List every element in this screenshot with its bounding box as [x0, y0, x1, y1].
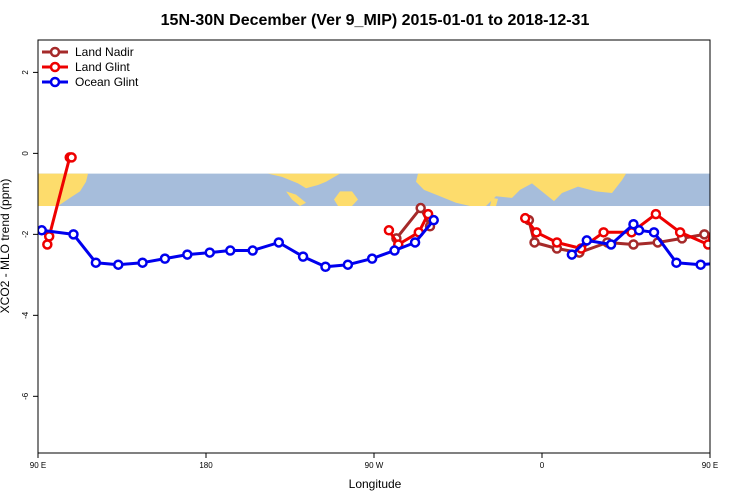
series-layer	[38, 152, 749, 272]
x-tick-label: 90 E	[30, 461, 46, 470]
legend-swatch-marker	[49, 61, 61, 73]
x-tick-label: 0	[540, 461, 545, 470]
y-axis: 2 0 -2 -4 -6	[21, 70, 38, 400]
ocean-glint-point	[389, 245, 400, 256]
series-ocean-glint	[38, 214, 749, 272]
land-africa-eurasia	[416, 173, 626, 207]
y-tick-label: -2	[21, 230, 30, 238]
ocean-glint-point	[366, 253, 378, 264]
ocean-glint-point	[204, 247, 215, 258]
land-north-america	[268, 173, 340, 189]
land-glint-point	[383, 225, 395, 236]
ocean-glint-line	[570, 222, 710, 267]
ocean-glint-point	[273, 237, 285, 248]
land-south-america	[334, 191, 358, 207]
land-glint-point	[66, 152, 77, 163]
land-glint-point	[674, 227, 686, 238]
ocean-glint-point	[90, 257, 102, 268]
ocean-glint-point	[741, 255, 749, 263]
land-nadir-point	[723, 155, 731, 163]
land-nadir-point	[529, 237, 540, 248]
ocean-glint-point	[409, 237, 421, 248]
y-tick-label: -4	[21, 311, 30, 319]
ocean-glint-point	[695, 259, 706, 270]
x-axis: 90 E 180 90 W 0 90 E	[30, 453, 718, 470]
land-glint-point	[598, 227, 609, 238]
ocean-glint-point	[719, 259, 727, 267]
ocean-glint-point	[671, 257, 682, 268]
land-glint-point	[650, 208, 662, 220]
chart-title: 15N-30N December (Ver 9_MIP) 2015-01-01 …	[161, 12, 590, 29]
y-axis-label: XCO2 - MLO trend (ppm)	[0, 179, 12, 314]
plot-frame	[37, 39, 711, 454]
ocean-glint-point	[320, 261, 331, 272]
x-tick-label: 90 E	[702, 461, 718, 470]
ocean-glint-point	[247, 245, 258, 256]
legend-swatch-marker	[49, 46, 61, 58]
ocean-glint-point	[68, 229, 79, 240]
ocean-glint-point	[648, 227, 660, 238]
x-tick-label: 90 W	[365, 461, 384, 470]
legend-label: Ocean Glint	[75, 75, 139, 89]
land-nadir-point	[415, 202, 426, 214]
legend-item-land-nadir: Land Nadir	[42, 45, 134, 59]
legend-label: Land Glint	[75, 60, 130, 74]
ocean-glint-point	[182, 249, 193, 260]
y-tick-label: 2	[21, 70, 30, 75]
land-central-america	[286, 191, 306, 207]
ocean-glint-point	[225, 245, 236, 256]
land-glint-point	[725, 153, 733, 161]
y-tick-label: -6	[21, 392, 30, 400]
land-glint-point	[519, 212, 531, 224]
ocean-glint-point	[428, 214, 439, 226]
x-axis-label: Longitude	[349, 477, 402, 491]
land-glint-point	[42, 239, 53, 250]
ocean-glint-point	[633, 225, 645, 236]
land-nadir-point	[717, 232, 725, 240]
land-madagascar	[490, 197, 498, 207]
land-australia	[38, 173, 88, 207]
world-map-band	[38, 173, 710, 207]
land-glint-line	[387, 213, 430, 246]
y-tick-label: 0	[21, 151, 30, 156]
x-tick-label: 180	[199, 461, 213, 470]
ocean-glint-point	[38, 225, 47, 236]
ocean-glint-point	[137, 257, 148, 268]
land-glint-line	[524, 212, 710, 250]
legend-swatch-marker	[49, 76, 61, 88]
ocean-glint-point	[566, 249, 578, 260]
ocean-glint-point	[581, 235, 593, 246]
ocean-glint-point	[605, 239, 617, 250]
legend-label: Land Nadir	[75, 45, 134, 59]
ocean-glint-point	[159, 253, 171, 264]
land-nadir-point	[699, 229, 710, 240]
legend-item-ocean-glint: Ocean Glint	[42, 75, 139, 89]
land-glint-point	[702, 239, 710, 250]
land-glint-point	[551, 237, 563, 248]
land-glint-point	[43, 231, 55, 242]
land-glint-point	[422, 208, 434, 220]
legend-item-land-glint: Land Glint	[42, 60, 130, 74]
ocean-glint-point	[297, 251, 309, 262]
land-glint-point	[531, 227, 542, 238]
ocean-glint-point	[113, 259, 124, 270]
ocean-glint-point	[628, 218, 639, 230]
land-nadir-point	[628, 239, 639, 250]
ocean-glint-point	[342, 259, 354, 270]
